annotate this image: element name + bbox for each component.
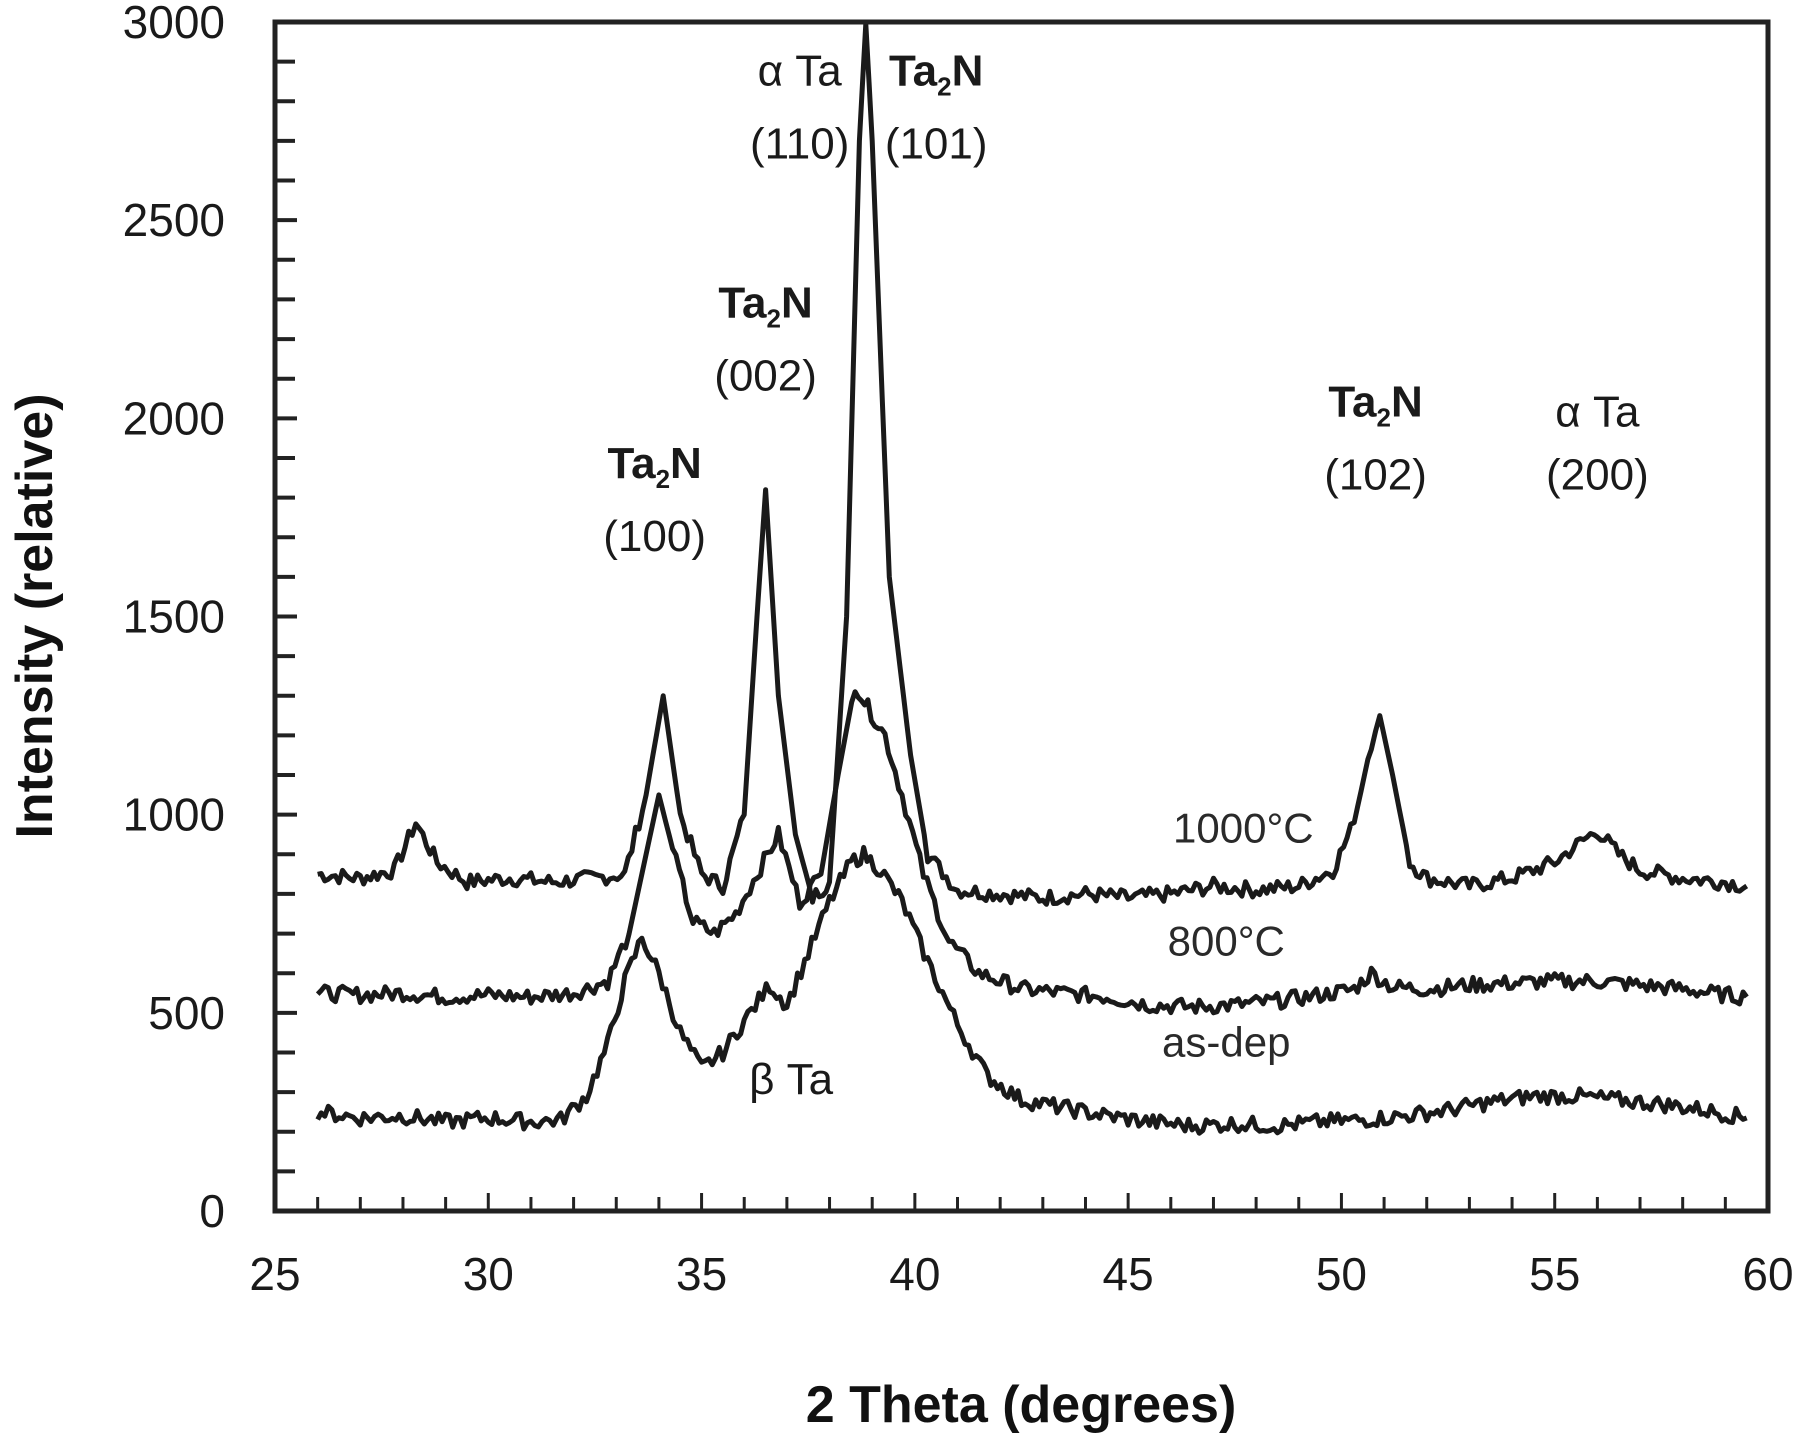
y-tick-label: 2000 xyxy=(123,392,225,444)
plot-frame xyxy=(272,19,1771,1214)
x-tick-label: 25 xyxy=(249,1248,300,1300)
peak-hkl-label: (200) xyxy=(1546,451,1649,500)
curve-800-c xyxy=(315,689,1749,1016)
x-tick-label: 30 xyxy=(463,1248,514,1300)
x-tick-label: 40 xyxy=(889,1248,940,1300)
y-tick-label: 1000 xyxy=(123,789,225,841)
peak-phase-label: Ta2N xyxy=(718,278,812,333)
peak-phase-label: α Ta xyxy=(1555,387,1640,436)
series-label: as-dep xyxy=(1162,1018,1290,1065)
peak-hkl-label: (101) xyxy=(885,120,988,169)
x-tick-label: 60 xyxy=(1742,1248,1793,1300)
x-tick-label: 45 xyxy=(1103,1248,1154,1300)
y-tick-label: 3000 xyxy=(123,0,225,48)
tick-labels: 0 500 1000 1500 2000 2500 3000 25 30 35 40 45 50 55 60 xyxy=(123,0,1794,1300)
y-tick-label: 1500 xyxy=(123,591,225,643)
peak-phase-label: β Ta xyxy=(749,1055,834,1104)
series-label: 800°C xyxy=(1168,917,1285,964)
y-tick-label: 2500 xyxy=(123,194,225,246)
diffraction-curves xyxy=(315,21,1749,1136)
peak-hkl-label: (110) xyxy=(750,120,849,169)
y-tick-label: 500 xyxy=(148,987,225,1039)
x-axis-title: 2 Theta (degrees) xyxy=(806,1376,1237,1434)
x-tick-label: 35 xyxy=(676,1248,727,1300)
peak-phase-label: Ta2N xyxy=(889,46,983,101)
y-axis-title: Intensity (relative) xyxy=(6,393,64,838)
x-tick-label: 55 xyxy=(1529,1248,1580,1300)
peak-phase-label: α Ta xyxy=(758,46,843,95)
axis-ticks xyxy=(275,20,1727,1213)
y-tick-label: 0 xyxy=(199,1185,225,1237)
peak-phase-label: Ta2N xyxy=(607,439,701,494)
peak-hkl-label: (100) xyxy=(603,512,706,561)
curve-1000-c xyxy=(317,21,1749,907)
peak-annotations: α Ta (110) Ta2N (101) Ta2N (002) Ta2N (100) Ta2N… xyxy=(603,46,1648,1104)
series-labels: 1000°C 800°C as-dep xyxy=(1162,804,1314,1065)
series-label: 1000°C xyxy=(1173,804,1314,851)
x-tick-label: 50 xyxy=(1316,1248,1367,1300)
peak-hkl-label: (102) xyxy=(1324,451,1427,500)
peak-phase-label: Ta2N xyxy=(1328,377,1422,432)
peak-hkl-label: (002) xyxy=(714,352,817,401)
curve-as-dep xyxy=(315,844,1748,1136)
